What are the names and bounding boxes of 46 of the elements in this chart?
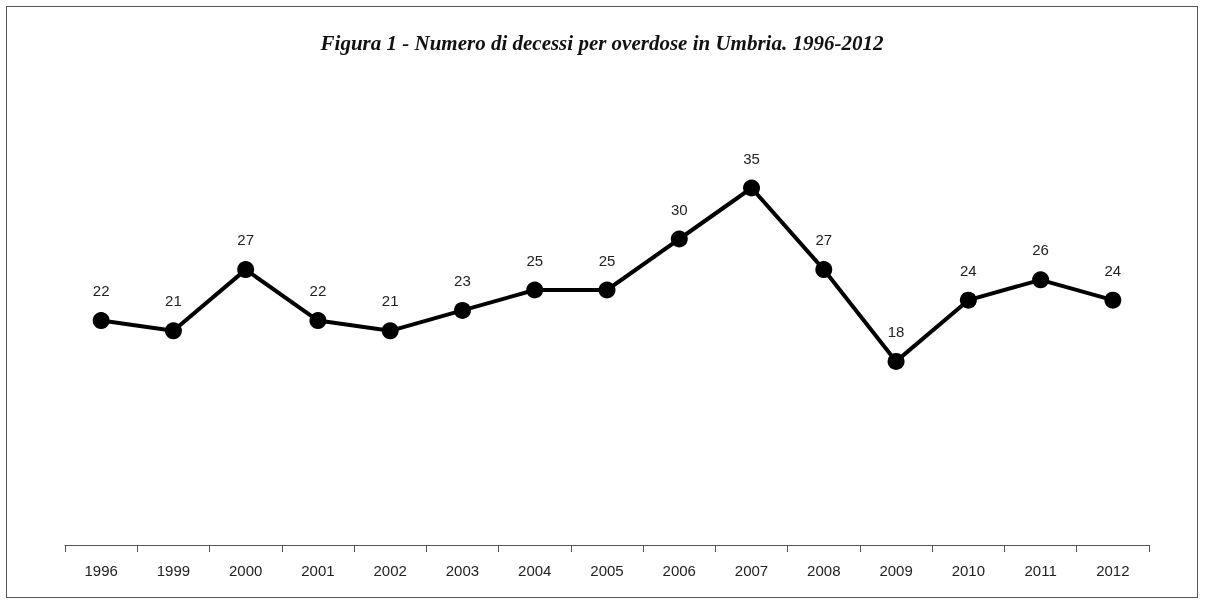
chart-title: Figura 1 - Numero di decessi per overdose in Umbria. 1996-2012 (319, 30, 884, 55)
x-tick-label: 2007 (734, 562, 769, 579)
x-tick-label: 2003 (445, 562, 480, 579)
x-tick-label: 1999 (156, 562, 191, 579)
data-label: 26 (1032, 241, 1049, 259)
point (598, 281, 616, 299)
data-label: 30 (670, 200, 688, 218)
data-label: 21 (165, 292, 182, 310)
data-label: 21 (381, 292, 399, 310)
x-tick-label: 2002 (373, 562, 407, 579)
x-tick-label: 1996 (84, 562, 118, 579)
data-label: 22 (309, 282, 327, 300)
x-tick-label: 2009 (879, 562, 913, 579)
point (670, 230, 688, 248)
data-label: 24 (1104, 261, 1122, 279)
x-tick-label: 2005 (590, 562, 624, 579)
x-tick-label: 2011 (1024, 562, 1057, 579)
point (164, 322, 182, 340)
x-tick-label: 2008 (807, 562, 841, 579)
point (381, 322, 399, 340)
data-label: 35 (743, 149, 760, 167)
point (887, 352, 905, 370)
x-tick-label: 2001 (301, 562, 335, 579)
x-tick-label: 2000 (228, 562, 263, 579)
point (1104, 291, 1122, 309)
point (526, 281, 544, 299)
point (237, 261, 255, 279)
x-tick-label: 2006 (662, 562, 696, 579)
data-label: 25 (598, 251, 616, 269)
x-tick-label: 2012 (1096, 562, 1130, 579)
point (92, 312, 110, 330)
point (815, 261, 833, 279)
point (1032, 271, 1050, 289)
point (453, 301, 471, 319)
point (959, 291, 977, 309)
point (743, 179, 761, 197)
data-label: 23 (454, 271, 471, 289)
data-label: 18 (887, 322, 905, 340)
x-tick-label: 2010 (951, 562, 986, 579)
data-label: 24 (959, 261, 977, 279)
data-label: 25 (526, 251, 544, 269)
point (309, 312, 327, 330)
x-tick-label: 2004 (518, 562, 552, 579)
data-label: 27 (815, 231, 833, 249)
data-label: 27 (237, 231, 255, 249)
data-label: 22 (92, 282, 110, 300)
